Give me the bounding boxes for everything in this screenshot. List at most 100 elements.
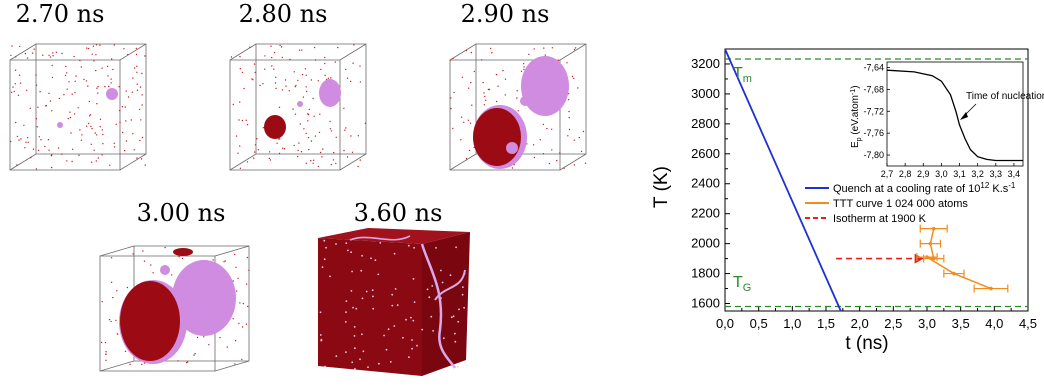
atom-dot	[460, 116, 463, 118]
defect-dot	[413, 246, 415, 249]
y-tick-label: 1800	[691, 266, 720, 281]
atom-dot	[110, 281, 113, 283]
defect-dot	[394, 288, 397, 290]
atom-dot	[110, 82, 112, 84]
atom-dot	[559, 152, 561, 154]
atom-dot	[83, 78, 85, 81]
atom-dot	[262, 83, 264, 85]
atom-dot	[44, 145, 46, 148]
defect-dot	[454, 340, 457, 343]
ttt-point	[928, 241, 933, 246]
defect-dot	[450, 316, 453, 319]
atom-dot	[133, 149, 135, 151]
atom-dot	[48, 54, 50, 56]
atom-dot	[132, 253, 134, 255]
atom-dot	[77, 107, 79, 109]
atom-dot	[80, 66, 83, 68]
atom-dot	[80, 139, 83, 141]
x-tick-label: 3,0	[918, 316, 936, 331]
atom-dot	[359, 81, 362, 83]
x-tick-label: 4,0	[985, 316, 1003, 331]
inset-y-tick-label: -7,72	[863, 106, 884, 116]
cube-edge	[119, 153, 147, 171]
atom-dot	[37, 149, 40, 152]
cube-top-face	[318, 228, 470, 244]
atom-dot	[584, 162, 587, 164]
atom-dot	[90, 143, 93, 145]
atom-dot	[279, 44, 281, 47]
atom-dot	[40, 139, 42, 141]
atom-dot	[324, 62, 326, 65]
defect-dot	[354, 347, 356, 350]
atom-dot	[141, 136, 144, 139]
atom-dot	[242, 302, 245, 305]
atom-dot	[74, 91, 76, 94]
atom-dot	[327, 77, 330, 80]
atom-dot	[542, 123, 545, 126]
atom-dot	[245, 323, 248, 325]
atom-dot	[113, 142, 115, 144]
x-tick-label: 1,0	[783, 316, 801, 331]
atom-dot	[461, 76, 464, 79]
defect-dot	[421, 328, 424, 331]
atom-dot	[504, 94, 506, 96]
atom-dot	[14, 83, 16, 85]
y-tick-label: 2800	[691, 116, 720, 131]
nucleus-blob	[172, 260, 236, 336]
atom-dot	[335, 136, 337, 138]
atom-dot	[232, 318, 234, 320]
atom-dot	[539, 139, 541, 141]
atom-dot	[481, 59, 483, 61]
atom-dot	[520, 70, 523, 73]
inset-x-tick-label: 2,8	[899, 169, 912, 179]
atom-dot	[468, 149, 471, 152]
atom-dot	[75, 75, 77, 77]
atom-dot	[578, 136, 580, 139]
atom-dot	[470, 51, 473, 54]
atom-dot	[19, 45, 21, 48]
atom-dot	[567, 135, 569, 137]
atom-dot	[26, 137, 29, 139]
atom-dot	[460, 139, 462, 141]
atom-dot	[49, 100, 52, 102]
atom-dot	[546, 127, 548, 130]
atom-dot	[482, 81, 484, 84]
atom-dot	[463, 121, 465, 124]
atom-dot	[68, 81, 70, 83]
atom-dot	[281, 56, 283, 59]
atom-dot	[321, 156, 323, 158]
atom-dot	[115, 123, 117, 126]
atom-dot	[352, 62, 354, 64]
atom-dot	[203, 336, 205, 338]
defect-dot	[347, 249, 349, 252]
atom-dot	[224, 260, 226, 262]
atom-dot	[64, 74, 67, 77]
atom-dot	[329, 128, 332, 130]
defect-dot	[389, 361, 392, 363]
atom-dot	[58, 97, 60, 100]
atom-dot	[359, 65, 361, 67]
atom-dot	[140, 158, 143, 160]
atom-dot	[568, 99, 570, 101]
atom-dot	[577, 87, 579, 89]
atom-dot	[52, 52, 54, 54]
defect-dot	[359, 358, 361, 361]
atom-dot	[91, 53, 93, 55]
atom-dot	[235, 135, 238, 137]
atom-dot	[112, 296, 114, 299]
atom-dot	[253, 63, 256, 65]
cube-edge	[449, 153, 477, 171]
atom-dot	[127, 96, 130, 98]
atom-dot	[118, 86, 120, 88]
atom-dot	[237, 152, 239, 154]
atom-dot	[312, 162, 314, 164]
atom-dot	[314, 59, 317, 61]
series-ttt	[926, 228, 992, 290]
atom-dot	[97, 157, 100, 159]
defect-dot	[361, 254, 363, 257]
defect-dot	[344, 321, 347, 323]
defect-dot	[405, 318, 407, 321]
atom-dot	[69, 116, 72, 119]
atom-dot	[78, 154, 80, 156]
atom-dot	[100, 341, 103, 344]
